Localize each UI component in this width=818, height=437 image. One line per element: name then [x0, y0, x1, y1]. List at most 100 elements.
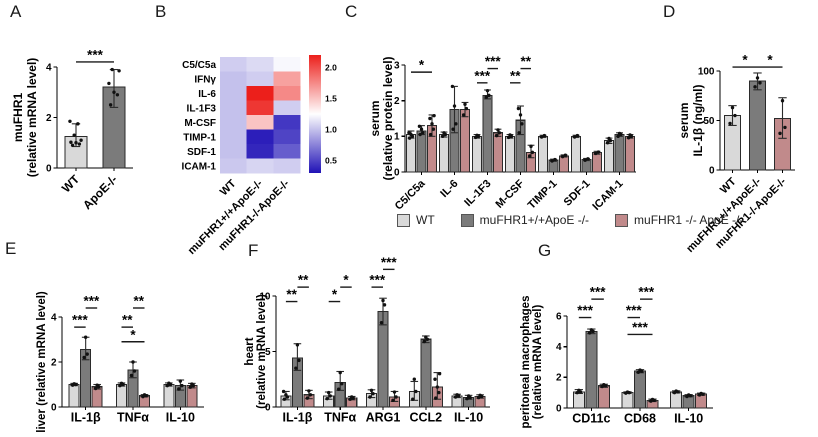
- svg-text:peritoneal macrophages: peritoneal macrophages: [520, 296, 532, 429]
- svg-text:IFNγ: IFNγ: [194, 74, 216, 85]
- svg-text:TIMP-1: TIMP-1: [183, 132, 216, 143]
- svg-text:***: ***: [577, 303, 594, 318]
- svg-text:4: 4: [51, 312, 57, 323]
- chart-cytokine-heatmap: C5/C5a IFNγ IL-6 IL-1F3 M-CSF TIMP-1 SDF-1 ICAM…: [182, 55, 337, 257]
- svg-text:IL-10: IL-10: [166, 411, 195, 425]
- svg-text:2.0: 2.0: [325, 62, 337, 72]
- svg-text:IL-1F3: IL-1F3: [462, 178, 493, 209]
- svg-text:(relative mRNA level): (relative mRNA level): [25, 58, 39, 178]
- legend-label-wt: WT: [416, 213, 435, 227]
- svg-text:M-CSF: M-CSF: [494, 177, 527, 210]
- svg-text:liver (relative mRNA level): liver (relative mRNA level): [36, 291, 48, 433]
- svg-text:0: 0: [51, 402, 57, 413]
- svg-text:**: **: [520, 54, 531, 69]
- svg-text:SDF-1: SDF-1: [562, 178, 593, 209]
- panel-B: B C5/C5a IFNγ IL-6 IL-1F3 M-CSF TIMP-1 SDF-1 IC…: [150, 2, 350, 264]
- svg-text:(relative mRNA level): (relative mRNA level): [532, 305, 544, 420]
- panel-E: E 0 2 4 liver (relative mRNA level) IL-1β TNF…: [2, 239, 232, 436]
- svg-text:serum: serum: [368, 100, 382, 136]
- svg-text:(relative protein level): (relative protein level): [381, 56, 395, 180]
- svg-text:IL-1F3: IL-1F3: [187, 103, 217, 114]
- chart-serum-protein: 0 1 2 3 serum (relative protein level)C5/C5a I…: [368, 54, 636, 213]
- svg-text:1.0: 1.0: [325, 125, 337, 135]
- svg-text:1.5: 1.5: [325, 93, 337, 103]
- panel-label-e: E: [5, 239, 17, 258]
- figure-legend: WT muFHR1+/+ApoE -/- muFHR1 -/- ApoE -/-: [397, 213, 743, 227]
- svg-text:1: 1: [394, 132, 400, 143]
- svg-text:TNFα: TNFα: [324, 411, 356, 425]
- svg-text:***: ***: [474, 68, 491, 83]
- svg-text:0.5: 0.5: [325, 156, 337, 166]
- svg-text:heart: heart: [244, 337, 256, 365]
- svg-text:***: ***: [72, 313, 89, 328]
- svg-text:IL-1β: IL-1β: [282, 411, 312, 425]
- chart-peritoneal-macrophages-mRNA: 0 2 4 6 peritoneal macrophages (relative mRNA…: [520, 285, 713, 429]
- svg-text:***: ***: [87, 47, 104, 62]
- svg-text:muFHR1: muFHR1: [11, 93, 25, 143]
- svg-text:***: ***: [632, 320, 649, 335]
- svg-text:ICAM-1: ICAM-1: [182, 161, 217, 172]
- svg-text:**: **: [286, 287, 297, 302]
- svg-text:**: **: [510, 68, 521, 83]
- svg-text:50: 50: [703, 116, 715, 127]
- svg-text:***: ***: [590, 285, 607, 300]
- svg-text:10: 10: [259, 291, 271, 302]
- svg-text:**: **: [122, 313, 133, 328]
- panel-C: C 0 1 2 3 serum (relative protein level) C5/C5…: [340, 2, 652, 234]
- svg-text:M-CSF: M-CSF: [184, 118, 216, 129]
- svg-text:WT: WT: [59, 172, 83, 196]
- svg-text:IL-6: IL-6: [438, 178, 460, 200]
- legend-item-mufhr1-ko-apoe-ko: muFHR1 -/- ApoE -/-: [615, 213, 743, 227]
- svg-text:CD11c: CD11c: [572, 412, 610, 426]
- panel-label-g: G: [538, 241, 552, 260]
- svg-text:(relative mRNA level): (relative mRNA level): [256, 294, 268, 409]
- svg-text:C5/C5a: C5/C5a: [393, 177, 428, 212]
- legend-swatch-mufhr1-ko-apoe-ko: [615, 213, 629, 227]
- svg-text:0: 0: [556, 403, 562, 414]
- svg-text:ApoE-/-: ApoE-/-: [80, 172, 120, 212]
- svg-text:WT: WT: [718, 175, 739, 196]
- svg-text:TNFα: TNFα: [117, 411, 149, 425]
- svg-text:4: 4: [46, 62, 52, 73]
- legend-swatch-wt: [397, 213, 410, 227]
- svg-text:SDF-1: SDF-1: [187, 147, 216, 158]
- svg-text:***: ***: [84, 294, 101, 309]
- svg-text:*: *: [767, 53, 773, 68]
- svg-text:IL-1β: IL-1β: [71, 411, 101, 425]
- panel-label-f: F: [248, 241, 259, 260]
- svg-text:IL-10: IL-10: [674, 412, 703, 426]
- svg-text:*: *: [742, 53, 748, 68]
- svg-text:2: 2: [394, 96, 400, 107]
- panel-G: G 0 2 4 6 peritoneal macrophages (relative mR…: [520, 240, 818, 436]
- svg-text:2: 2: [51, 357, 57, 368]
- legend-item-wt: WT: [397, 213, 435, 227]
- panel-A: A 0 2 4 muFHR1 (relative mRNA level) WT ApoE-/…: [8, 2, 158, 234]
- svg-text:CD68: CD68: [624, 412, 656, 426]
- svg-text:ICAM-1: ICAM-1: [590, 178, 625, 213]
- svg-text:***: ***: [369, 273, 386, 288]
- panel-label-b: B: [155, 2, 167, 21]
- svg-text:*: *: [130, 327, 136, 342]
- svg-text:***: ***: [381, 255, 398, 270]
- panel-F: F 0 5 10 heart (relative mRNA level) IL-1β TNF…: [240, 240, 522, 436]
- svg-text:*: *: [343, 273, 349, 288]
- svg-text:serum: serum: [677, 102, 691, 138]
- svg-text:2: 2: [46, 113, 52, 124]
- svg-text:**: **: [133, 294, 144, 309]
- svg-text:*: *: [419, 58, 425, 73]
- svg-text:0: 0: [265, 402, 271, 413]
- svg-text:5: 5: [265, 347, 271, 358]
- svg-text:IL-6: IL-6: [198, 89, 216, 100]
- legend-label-mufhr1-pos-apoe-ko: muFHR1+/+ApoE -/-: [479, 213, 590, 227]
- panel-D: D 0 50 100 serum IL-1β (ng/ml) WT muFHR1+/+Apo…: [655, 2, 818, 258]
- svg-text:3: 3: [394, 60, 400, 71]
- svg-text:4: 4: [556, 342, 562, 353]
- chart-heart-mRNA: 0 5 10 heart (relative mRNA level) IL-1β TNFα A…: [244, 255, 490, 425]
- svg-text:*: *: [332, 287, 338, 302]
- legend-swatch-mufhr1-pos-apoe-ko: [460, 213, 474, 227]
- svg-text:2: 2: [556, 373, 562, 384]
